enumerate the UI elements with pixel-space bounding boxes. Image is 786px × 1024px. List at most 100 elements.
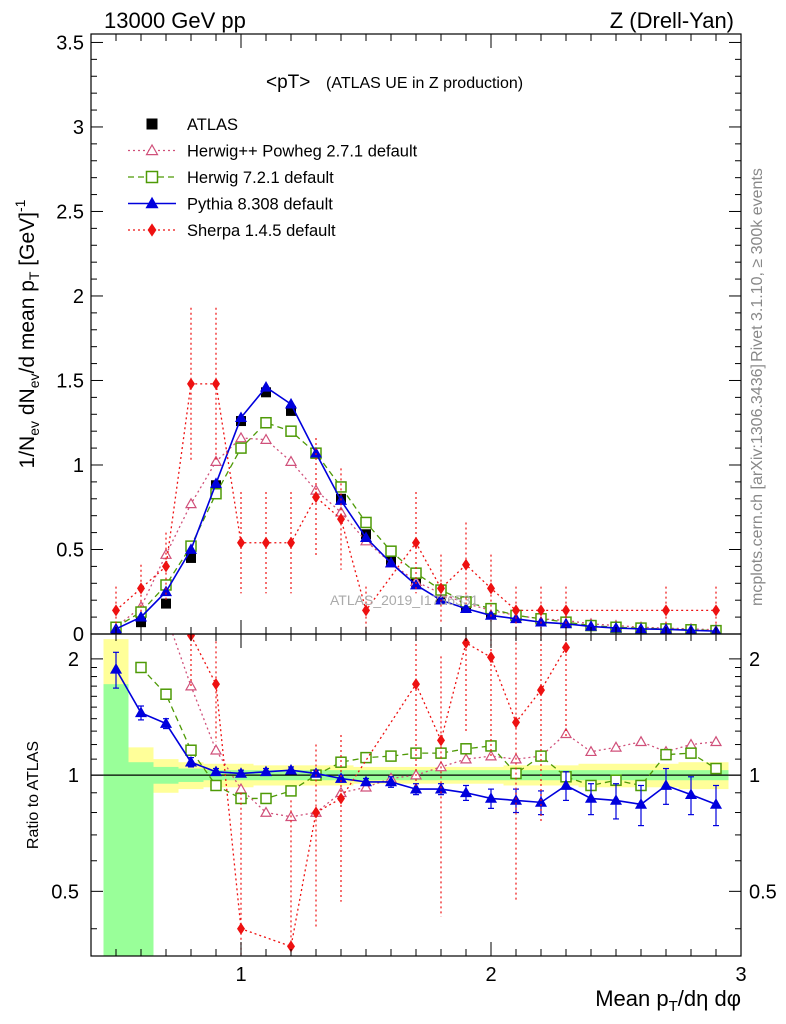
data-point [359, 781, 373, 792]
data-point [709, 798, 723, 809]
y-tick-label: 1.5 [56, 370, 84, 392]
data-point [634, 798, 648, 809]
data-point [184, 497, 198, 509]
data-point [662, 604, 670, 617]
data-point [210, 779, 222, 792]
data-point [634, 735, 648, 747]
main-series-sherpa-1-4-5-default [112, 307, 720, 634]
x-tick-label: 3 [735, 964, 746, 986]
data-point [259, 433, 273, 444]
data-point [210, 487, 222, 500]
data-point [135, 661, 147, 674]
data-point [459, 786, 473, 798]
data-point [410, 747, 422, 759]
y-tick-label: 0.5 [56, 539, 84, 561]
x-axis-label: Mean pT/dη dφ [595, 986, 741, 1015]
watermark-label: ATLAS_2019_I1736531 [330, 592, 479, 608]
data-point [584, 745, 598, 757]
data-point [359, 531, 373, 543]
data-point [535, 750, 547, 762]
data-point [285, 425, 297, 437]
legend-item: Herwig++ Powheg 2.7.1 default [128, 143, 418, 161]
data-point [136, 617, 146, 628]
y-tick-label: 0 [73, 624, 84, 646]
data-point [209, 477, 223, 488]
data-point [359, 775, 373, 787]
legend-marker [145, 196, 159, 209]
data-point [459, 752, 473, 764]
y-tick-label: 2 [73, 286, 84, 308]
y-tick-label: 3.5 [56, 32, 84, 54]
data-point [487, 582, 495, 595]
legend-marker [147, 223, 157, 237]
legend-item: Herwig 7.2.1 default [128, 169, 334, 187]
data-point [186, 552, 196, 563]
data-point [660, 748, 672, 761]
legend-marker [146, 118, 158, 130]
data-point [712, 604, 720, 617]
data-point [185, 744, 197, 756]
data-point [434, 760, 448, 772]
legend-label: Herwig++ Powheg 2.7.1 default [187, 143, 418, 161]
data-point [609, 741, 623, 752]
y-tick-label: 3 [73, 117, 84, 139]
data-point [684, 738, 698, 749]
data-point [312, 806, 320, 819]
ratio-panel: 0.5 0.5 1 1 2 2 1 2 3 Ratio to ATLAS Mean pT/dη … [25, 633, 777, 1015]
data-point [260, 416, 272, 429]
ratio-y-tick-label: 0.5 [51, 881, 79, 903]
data-point [709, 735, 723, 747]
data-point [537, 604, 545, 617]
data-point [234, 767, 248, 778]
data-point [562, 641, 570, 654]
ratio-y-tick-label: 1 [68, 765, 79, 787]
data-point [334, 772, 348, 783]
data-point [109, 663, 123, 674]
data-point [437, 734, 445, 747]
rivet-version-note: Rivet 3.1.10, ≥ 300k events [749, 168, 766, 362]
data-point [534, 615, 548, 627]
legend-label: Herwig 7.2.1 default [187, 169, 334, 187]
data-point [209, 765, 223, 777]
data-point [360, 516, 372, 529]
data-point [259, 381, 273, 392]
data-point [312, 491, 320, 504]
data-point [286, 405, 296, 416]
data-point [237, 922, 245, 935]
legend-label: Pythia 8.308 default [187, 196, 333, 214]
main-y-axis-label: 1/Nev dNev/d mean pT [GeV]-1 [12, 199, 42, 468]
legend-item: ATLAS [146, 116, 238, 134]
data-point [409, 782, 423, 794]
data-point [309, 446, 323, 458]
data-point [609, 794, 623, 805]
data-point [212, 678, 220, 691]
data-point [161, 598, 171, 609]
mcplots-credit-note: mcplots.cern.ch [arXiv:1306.3436] [749, 364, 766, 606]
data-point [284, 455, 298, 466]
data-point [112, 604, 120, 617]
data-point [234, 431, 248, 443]
data-point [237, 536, 245, 549]
data-point [685, 747, 697, 759]
data-point [385, 545, 397, 557]
data-point [412, 678, 420, 691]
data-point [159, 585, 173, 597]
data-point [484, 792, 498, 803]
data-point [384, 775, 398, 787]
data-point [285, 785, 297, 797]
ratio-y-tick-label: 2 [68, 649, 79, 671]
legend-marker [145, 143, 159, 156]
data-point [385, 750, 397, 762]
data-point [209, 455, 223, 466]
data-point [462, 636, 470, 649]
data-point [559, 727, 573, 739]
data-point [134, 706, 148, 718]
data-point [184, 543, 198, 554]
legend-item: Pythia 8.308 default [128, 196, 333, 214]
data-point [260, 792, 272, 805]
data-point [212, 377, 220, 390]
header-left-label: 13000 GeV pp [104, 8, 246, 33]
data-point [487, 651, 495, 664]
data-point [412, 536, 420, 549]
